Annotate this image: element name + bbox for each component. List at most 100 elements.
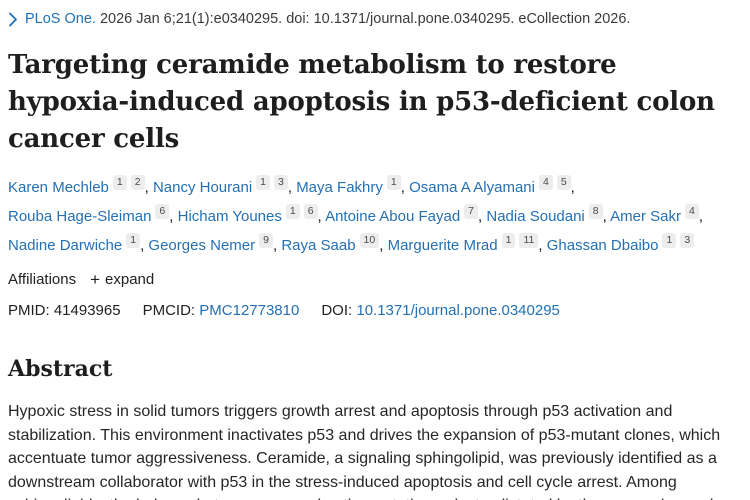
author-sups: 1 — [383, 175, 401, 196]
affiliations-expand-button[interactable]: + expand — [90, 269, 154, 290]
author-separator: , — [144, 179, 149, 196]
affiliation-sup-badge[interactable]: 3 — [680, 233, 695, 248]
abstract-text: Hypoxic stress in solid tumors triggers … — [8, 403, 721, 500]
author-link[interactable]: Georges Nemer — [148, 237, 256, 254]
author-separator: , — [538, 237, 543, 254]
affiliation-sup-badge[interactable]: 4 — [538, 175, 553, 190]
author: Amer Sakr 4, — [610, 204, 704, 225]
pmid-label: PMID: — [8, 302, 50, 319]
affiliations-row: Affiliations + expand — [8, 269, 738, 290]
author-sups: 10 — [356, 233, 380, 254]
pmcid-link[interactable]: PMC12773810 — [199, 302, 300, 319]
author-link[interactable]: Raya Saab — [281, 237, 356, 254]
author-sups: 7 — [460, 204, 479, 225]
affiliation-sup-badge[interactable]: 10 — [359, 233, 380, 248]
author-link[interactable]: Marguerite Mrad — [387, 237, 498, 254]
affiliation-sup-badge[interactable]: 1 — [386, 175, 401, 190]
doi-item: DOI: 10.1371/journal.pone.0340295 — [321, 301, 560, 321]
journal-citation: PLoS One. 2026 Jan 6;21(1):e0340295. doi… — [8, 9, 738, 29]
doi-label: DOI: — [321, 302, 353, 319]
author-separator: , — [478, 208, 483, 225]
author-link[interactable]: Amer Sakr — [610, 208, 681, 225]
pmid-value: 41493965 — [53, 302, 121, 319]
author-list: Karen Mechleb 1 2, Nancy Hourani 1 3, Maya F… — [8, 173, 738, 260]
pmcid-item: PMCID: PMC12773810 — [143, 301, 300, 321]
author: Raya Saab 10, — [281, 233, 384, 254]
author-link[interactable]: Antoine Abou Fayad — [325, 208, 461, 225]
author: Georges Nemer 9, — [148, 233, 278, 254]
affiliation-sup-badge[interactable]: 11 — [519, 233, 539, 248]
article-title: Targeting ceramide metabolism to restore… — [8, 50, 715, 154]
affiliation-sup-badge[interactable]: 6 — [303, 204, 318, 219]
author: Maya Fakhry 1, — [296, 175, 405, 196]
author-separator: , — [169, 208, 174, 225]
journal-link[interactable]: PLoS One. — [25, 11, 96, 27]
affiliation-sup-badge[interactable]: 5 — [556, 175, 571, 190]
affiliation-sup-badge[interactable]: 4 — [685, 204, 699, 219]
affiliation-sup-badge[interactable]: 1 — [285, 204, 300, 219]
affiliations-label: Affiliations — [8, 271, 77, 288]
author-sups: 1 — [122, 233, 141, 254]
affiliation-sup-badge[interactable]: 6 — [155, 204, 170, 219]
author: Rouba Hage-Sleiman 6, — [8, 204, 174, 225]
author: Osama A Alyamani 4 5, — [409, 175, 575, 196]
article-page: PLoS One. 2026 Jan 6;21(1):e0340295. doi… — [8, 9, 738, 500]
author: Ghassan Dbaibo 1 3 — [546, 233, 695, 254]
pmcid-label: PMCID: — [142, 302, 196, 319]
author-sups: 9 — [255, 233, 273, 254]
affiliation-sup-badge[interactable]: 1 — [126, 233, 141, 248]
author-separator: , — [379, 237, 384, 254]
author: Antoine Abou Fayad 7, — [325, 204, 483, 225]
author-separator: , — [400, 179, 405, 196]
author-link[interactable]: Osama A Alyamani — [409, 179, 535, 196]
author-link[interactable]: Karen Mechleb — [8, 179, 109, 196]
affiliation-sup-badge[interactable]: 8 — [588, 204, 603, 219]
author: Karen Mechleb 1 2, — [8, 175, 149, 196]
author: Nadia Soudani 8, — [486, 204, 607, 225]
author-link[interactable]: Rouba Hage-Sleiman — [8, 208, 152, 225]
author-separator: , — [698, 208, 704, 225]
expand-label: expand — [105, 271, 155, 288]
author-link[interactable]: Maya Fakhry — [296, 179, 383, 196]
author-sups: 1 11 — [498, 233, 539, 254]
pmid-item: PMID: 41493965 — [8, 301, 121, 321]
chevron-right-icon[interactable] — [8, 12, 18, 27]
identifiers-row: PMID: 41493965 PMCID: PMC12773810 DOI: 1… — [8, 301, 738, 321]
author: Marguerite Mrad 1 11, — [387, 233, 543, 254]
affiliation-sup-badge[interactable]: 3 — [274, 175, 288, 190]
author: Nancy Hourani 1 3, — [152, 175, 293, 196]
author-link[interactable]: Nadine Darwiche — [8, 237, 123, 254]
affiliation-sup-badge[interactable]: 1 — [112, 175, 127, 190]
author-link[interactable]: Ghassan Dbaibo — [546, 237, 659, 254]
author: Hicham Younes 1 6, — [177, 204, 322, 225]
affiliation-sup-badge[interactable]: 1 — [256, 175, 270, 190]
author-link[interactable]: Nadia Soudani — [486, 208, 585, 225]
affiliation-sup-badge[interactable]: 7 — [464, 204, 479, 219]
plus-icon: + — [90, 270, 101, 289]
author-separator: , — [272, 237, 278, 254]
author-sups: 6 — [151, 204, 170, 225]
affiliation-sup-badge[interactable]: 2 — [130, 175, 145, 190]
author-separator: , — [287, 179, 293, 196]
citation-text: PLoS One. 2026 Jan 6;21(1):e0340295. doi… — [25, 9, 630, 29]
doi-link[interactable]: 10.1371/journal.pone.0340295 — [356, 302, 560, 319]
author-separator: , — [140, 237, 145, 254]
author-separator: , — [570, 179, 575, 196]
author-separator: , — [317, 208, 322, 225]
affiliation-sup-badge[interactable]: 1 — [501, 233, 516, 248]
author-link[interactable]: Hicham Younes — [177, 208, 282, 225]
citation-details: 2026 Jan 6;21(1):e0340295. doi: 10.1371/… — [99, 11, 631, 27]
affiliation-sup-badge[interactable]: 1 — [662, 233, 677, 248]
author-sups: 8 — [585, 204, 603, 225]
author-sups: 4 — [681, 204, 699, 225]
author-separator: , — [602, 208, 607, 225]
author: Nadine Darwiche 1, — [8, 233, 145, 254]
author-link[interactable]: Nancy Hourani — [152, 179, 253, 196]
abstract-heading: Abstract — [8, 356, 113, 382]
affiliation-sup-badge[interactable]: 9 — [259, 233, 273, 248]
